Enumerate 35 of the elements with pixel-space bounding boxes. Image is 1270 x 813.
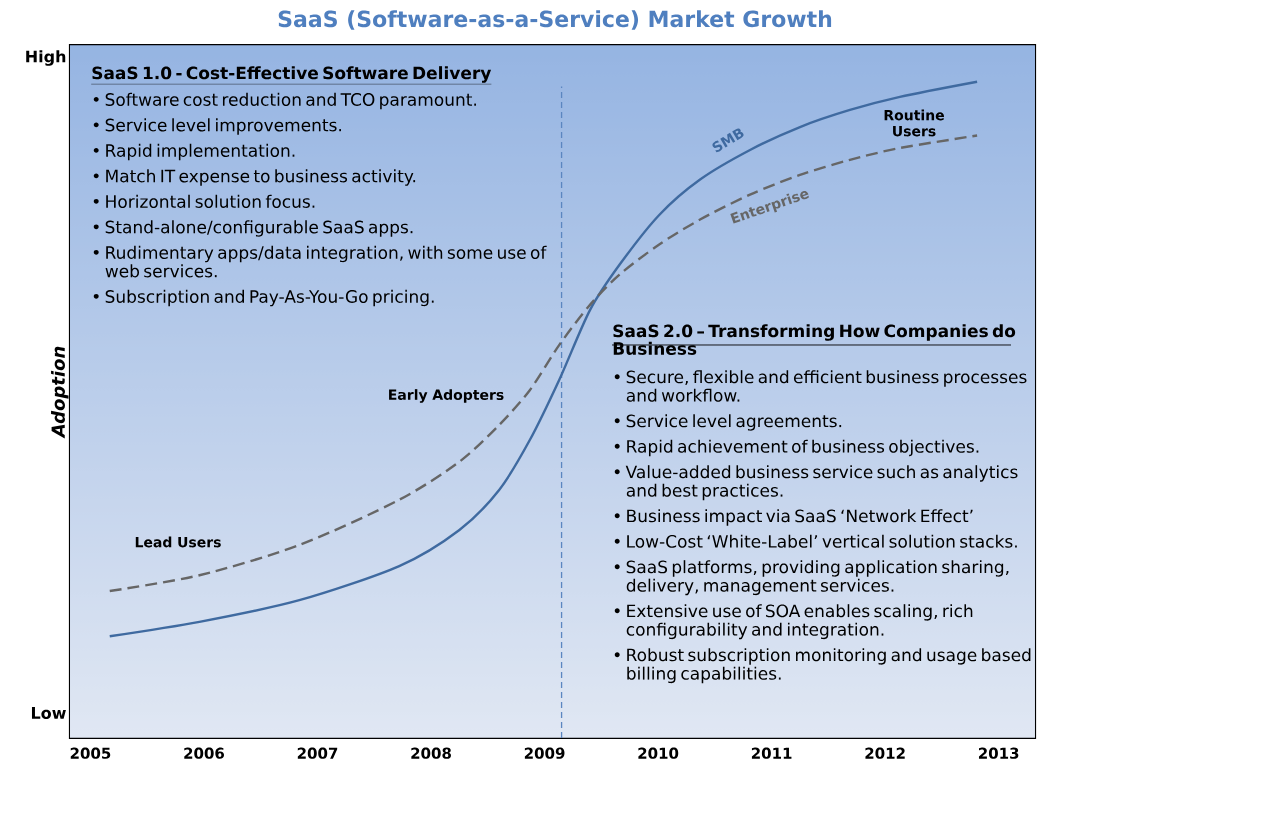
annotation: • Value-added business service such as analytics and best practices. xyxy=(614,465,1018,501)
x-tick-label: 2009 xyxy=(524,747,565,759)
x-tick-label: 2012 xyxy=(865,747,905,759)
annotation: • Horizontal solution focus. xyxy=(93,194,315,208)
text: High xyxy=(26,50,66,66)
annotation: • Rapid implementation. xyxy=(93,143,295,161)
annotation: • Software cost reduction and TCO paramount. xyxy=(93,92,477,110)
annotation: • Low-Cost ‘White-Label’ vertical solution stacks. xyxy=(614,534,1017,548)
annotation: • Service level agreements. xyxy=(614,414,842,431)
annotation: • Secure, flexible and efficient business processes and workflow. xyxy=(614,370,1027,402)
annotation: • Business impact via SaaS ‘Network Effect’ xyxy=(614,509,973,526)
x-tick-label: 2006 xyxy=(184,747,225,759)
annotation: • Rapid achievement of business objectives. xyxy=(614,439,979,457)
annotation: • Stand-alone/configurable SaaS apps. xyxy=(93,220,413,237)
x-tick-label: 2013 xyxy=(978,747,1019,759)
chart-title: SaaS (Software-as-a-Service) Market Growth xyxy=(278,10,832,30)
x-tick-label: 2011 xyxy=(751,747,792,759)
annotation: • SaaS platforms, providing application sharing, delivery, management services. xyxy=(614,560,1009,596)
annotation: SaaS 1.0 - Cost-Effective Software Delivery xyxy=(92,66,492,83)
annotation: • Service level improvements. xyxy=(93,118,341,135)
annotation: • Rudimentary apps/data integration, with some use of web services. xyxy=(93,245,547,278)
y-axis-title: Adoption xyxy=(51,346,69,439)
x-tick-label: 2007 xyxy=(297,747,338,759)
annotation: Early Adopters xyxy=(389,389,504,403)
x-tick-label: 2005 xyxy=(70,747,111,759)
x-tick-label: 2010 xyxy=(638,747,679,759)
annotation: • Robust subscription monitoring and usage based billing capabilities. xyxy=(614,648,1031,684)
annotation: Routine Users xyxy=(884,109,944,137)
annotation: Lead Users xyxy=(135,536,221,548)
annotation: • Match IT expense to business activity. xyxy=(93,169,416,186)
annotation: • Subscription and Pay-As-You-Go pricing. xyxy=(93,289,434,307)
x-tick-label: 2008 xyxy=(411,747,451,759)
annotation: • Extensive use of SOA enables scaling, rich configurability and integration. xyxy=(614,604,973,640)
annotation: SaaS 2.0 – Transforming How Companies do Business xyxy=(613,324,1016,355)
text: Low xyxy=(31,707,66,719)
